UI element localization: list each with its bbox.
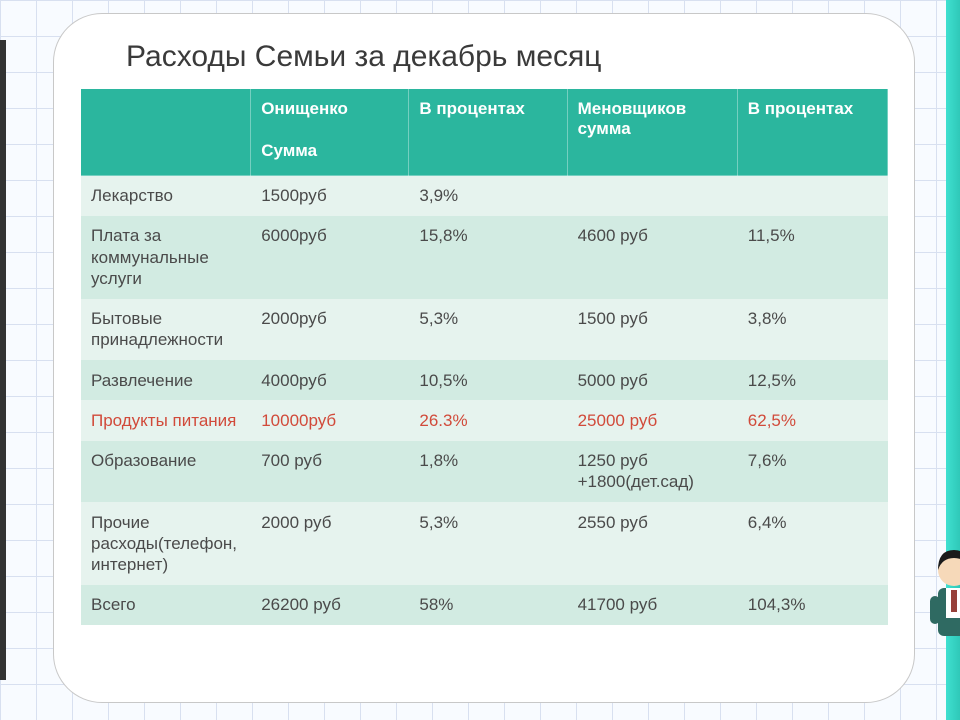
cell: 6000руб (251, 216, 409, 299)
cell: 1250 руб +1800(дет.сад) (567, 441, 737, 503)
cell: Всего (81, 585, 251, 625)
left-decor-bar (0, 40, 6, 680)
cell: 5,3% (409, 299, 567, 361)
col-header-onishchenko: Онищенко Сумма (251, 89, 409, 176)
content-panel: Расходы Семьи за декабрь месяц Онищенко … (54, 14, 914, 702)
page-title: Расходы Семьи за декабрь месяц (80, 32, 888, 88)
table-row: Бытовые принадлежности2000руб5,3%1500 ру… (81, 299, 888, 361)
cell: 4600 руб (567, 216, 737, 299)
table-row-highlight: Продукты питания10000руб26.3%25000 руб62… (81, 400, 888, 440)
col-header-onishchenko-top: Онищенко (261, 99, 348, 118)
cell: 4000руб (251, 360, 409, 400)
cell: Прочие расходы(телефон, интернет) (81, 502, 251, 585)
cell: 1500руб (251, 176, 409, 216)
cell: 6,4% (737, 502, 887, 585)
col-header-pct1: В процентах (409, 89, 567, 176)
cell: 5,3% (409, 502, 567, 585)
cell: 41700 руб (567, 585, 737, 625)
cell: 58% (409, 585, 567, 625)
table-row-total: Всего26200 руб58%41700 руб104,3% (81, 585, 888, 625)
table-row: Плата за коммунальные услуги6000руб15,8%… (81, 216, 888, 299)
cell: 3,9% (409, 176, 567, 216)
cell: 3,8% (737, 299, 887, 361)
cell: 62,5% (737, 400, 887, 440)
cell: Развлечение (81, 360, 251, 400)
cell: 10000руб (251, 400, 409, 440)
cell: 2000 руб (251, 502, 409, 585)
cell: 11,5% (737, 216, 887, 299)
cell: 26200 руб (251, 585, 409, 625)
cell: 12,5% (737, 360, 887, 400)
cell: 7,6% (737, 441, 887, 503)
table-row: Образование700 руб1,8%1250 руб +1800(дет… (81, 441, 888, 503)
col-header-pct2: В процентах (737, 89, 887, 176)
cell: 700 руб (251, 441, 409, 503)
col-header-onishchenko-sub: Сумма (261, 141, 398, 161)
cell: 25000 руб (567, 400, 737, 440)
cell: 1500 руб (567, 299, 737, 361)
cell: Образование (81, 441, 251, 503)
table-row: Развлечение4000руб10,5%5000 руб12,5% (81, 360, 888, 400)
col-header-category (81, 89, 251, 176)
right-decor-bar (946, 0, 960, 720)
cell: 15,8% (409, 216, 567, 299)
cell: 104,3% (737, 585, 887, 625)
cell (737, 176, 887, 216)
table-row: Лекарство1500руб3,9% (81, 176, 888, 216)
cell: 10,5% (409, 360, 567, 400)
table-body: Лекарство1500руб3,9% Плата за коммунальн… (81, 176, 888, 626)
cell: Лекарство (81, 176, 251, 216)
cell: 5000 руб (567, 360, 737, 400)
table-row: Прочие расходы(телефон, интернет)2000 ру… (81, 502, 888, 585)
cell (567, 176, 737, 216)
cell: 2000руб (251, 299, 409, 361)
cell: Бытовые принадлежности (81, 299, 251, 361)
cell: 26.3% (409, 400, 567, 440)
cell: Продукты питания (81, 400, 251, 440)
cell: 2550 руб (567, 502, 737, 585)
table-header-row: Онищенко Сумма В процентах Меновщиков су… (81, 89, 888, 176)
cell: 1,8% (409, 441, 567, 503)
cell: Плата за коммунальные услуги (81, 216, 251, 299)
expenses-table: Онищенко Сумма В процентах Меновщиков су… (80, 88, 888, 626)
col-header-menovshchikov: Меновщиков сумма (567, 89, 737, 176)
